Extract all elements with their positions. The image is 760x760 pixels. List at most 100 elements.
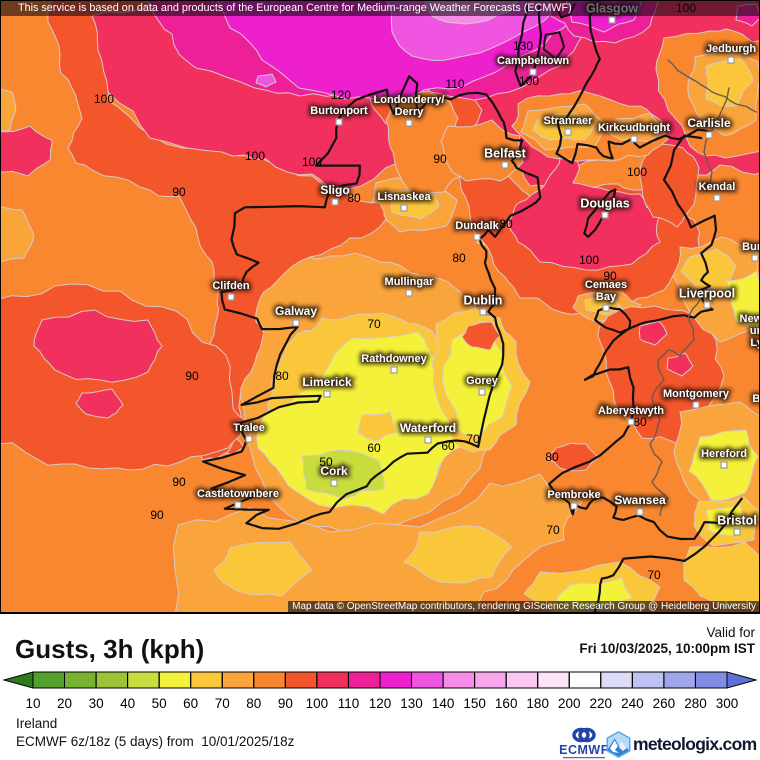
svg-text:Cemaes: Cemaes [585,279,627,291]
svg-text:Mullingar: Mullingar [385,276,435,288]
svg-text:Jedburgh: Jedburgh [706,43,756,55]
svg-text:Derry: Derry [395,106,425,118]
svg-text:Cemaes: Cemaes [585,279,627,291]
svg-text:Stranraer: Stranraer [544,115,594,127]
svg-text:Bir: Bir [752,393,760,405]
svg-text:Waterford: Waterford [400,421,456,435]
svg-text:Cork: Cork [320,464,348,478]
svg-text:Dundalk: Dundalk [455,220,499,232]
svg-text:Rathdowney: Rathdowney [361,353,427,365]
svg-text:300: 300 [716,696,739,711]
svg-text:Bristol: Bristol [717,513,757,527]
svg-text:Campbeltown: Campbeltown [497,55,569,67]
svg-text:220: 220 [590,696,613,711]
svg-text:Limerick: Limerick [302,375,352,389]
svg-text:90: 90 [433,152,447,166]
svg-text:120: 120 [331,88,351,102]
svg-text:Castletownbere: Castletownbere [197,488,279,500]
svg-text:Belfast: Belfast [484,146,527,160]
svg-text:Bir: Bir [752,393,760,405]
svg-text:Lisnaskea: Lisnaskea [377,191,431,203]
svg-text:Rathdowney: Rathdowney [361,353,427,365]
svg-text:Stranraer: Stranraer [544,115,594,127]
svg-text:50: 50 [319,455,333,469]
svg-text:Sligo: Sligo [320,183,349,197]
svg-text:Tralee: Tralee [233,422,265,434]
svg-text:30: 30 [89,696,104,711]
svg-text:Bay: Bay [596,291,617,303]
svg-text:100: 100 [245,149,265,163]
svg-text:Carlisle: Carlisle [687,116,731,130]
svg-text:80: 80 [246,696,261,711]
svg-text:110: 110 [445,77,464,91]
svg-text:140: 140 [432,696,455,711]
svg-text:Kendal: Kendal [699,181,736,193]
svg-text:Pembroke: Pembroke [547,489,600,501]
svg-text:Jedburgh: Jedburgh [706,43,756,55]
svg-text:70: 70 [466,432,480,446]
svg-text:160: 160 [495,696,518,711]
svg-text:Newca..: Newca.. [740,313,760,325]
svg-text:Liverpool: Liverpool [679,286,735,300]
svg-text:Swansea: Swansea [614,493,666,507]
svg-text:Gorey: Gorey [466,375,499,387]
svg-text:Clifden: Clifden [212,280,250,292]
svg-text:240: 240 [621,696,644,711]
svg-text:120: 120 [369,696,392,711]
svg-text:200: 200 [558,696,581,711]
svg-text:Tralee: Tralee [233,422,265,434]
svg-text:Londonderry/: Londonderry/ [374,94,445,106]
svg-text:Clifden: Clifden [212,280,250,292]
svg-text:280: 280 [684,696,707,711]
svg-text:Carlisle: Carlisle [687,116,731,130]
svg-text:80: 80 [452,251,466,265]
svg-text:Burn: Burn [742,241,760,253]
svg-text:Campbeltown: Campbeltown [497,55,569,67]
svg-text:10: 10 [25,696,40,711]
svg-text:Castletownbere: Castletownbere [197,488,279,500]
svg-text:Kendal: Kendal [699,181,736,193]
svg-text:70: 70 [215,696,230,711]
svg-text:Burn: Burn [742,241,760,253]
svg-text:Derry: Derry [395,106,425,118]
svg-text:Lyn: Lyn [750,337,760,349]
svg-text:Newca..: Newca.. [740,313,760,325]
svg-text:80: 80 [499,217,513,231]
svg-text:100: 100 [302,155,322,169]
svg-text:80: 80 [545,450,559,464]
svg-text:Dublin: Dublin [464,293,503,307]
svg-text:Montgomery: Montgomery [663,388,730,400]
svg-text:70: 70 [546,523,560,537]
svg-text:50: 50 [152,696,167,711]
svg-text:Mullingar: Mullingar [385,276,435,288]
svg-text:Sligo: Sligo [320,183,349,197]
svg-text:110: 110 [338,696,360,711]
svg-text:Cork: Cork [320,464,348,478]
svg-text:150: 150 [463,696,486,711]
svg-text:Belfast: Belfast [484,146,527,160]
svg-text:und: und [750,325,760,337]
svg-text:130: 130 [400,696,423,711]
svg-text:100: 100 [306,696,329,711]
svg-text:ECMWF: ECMWF [559,743,609,757]
svg-text:Douglas: Douglas [580,196,629,210]
svg-text:Hereford: Hereford [701,448,747,460]
svg-text:Douglas: Douglas [580,196,629,210]
svg-text:100: 100 [627,165,647,179]
svg-text:Lisnaskea: Lisnaskea [377,191,431,203]
svg-text:Gorey: Gorey [466,375,499,387]
svg-text:20: 20 [57,696,72,711]
svg-text:Pembroke: Pembroke [547,489,600,501]
svg-text:90: 90 [172,475,186,489]
svg-text:100: 100 [579,253,599,267]
svg-text:Aberystwyth: Aberystwyth [598,405,664,417]
svg-text:Dublin: Dublin [464,293,503,307]
svg-text:60: 60 [367,441,381,455]
svg-text:Limerick: Limerick [302,375,352,389]
svg-text:100: 100 [94,92,114,106]
svg-text:Galway: Galway [275,304,317,318]
svg-text:Bay: Bay [596,291,617,303]
svg-text:Galway: Galway [275,304,317,318]
svg-text:80: 80 [275,369,289,383]
svg-text:70: 70 [367,317,381,331]
